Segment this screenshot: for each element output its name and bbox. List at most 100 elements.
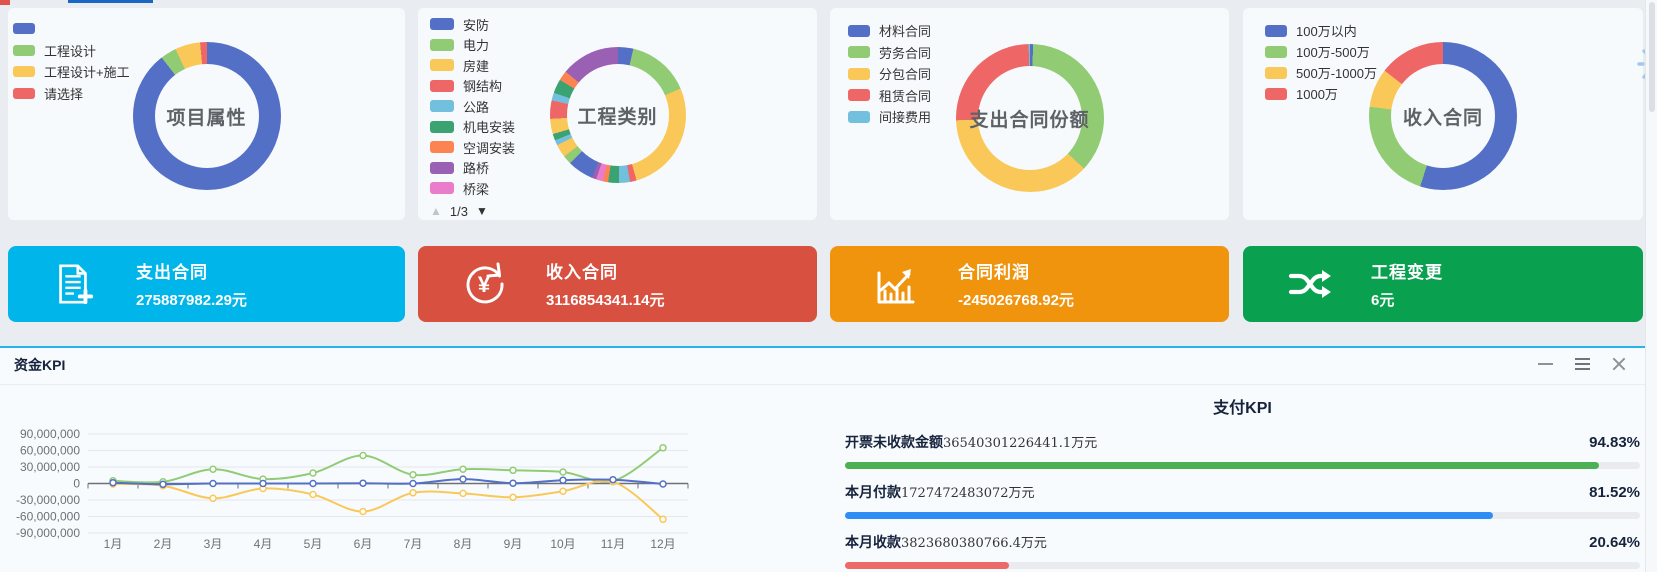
legend-swatch-icon (430, 18, 454, 31)
legend-item[interactable]: 分包合同 (848, 63, 931, 85)
payment-row-label: 本月付款 (845, 484, 901, 500)
y-axis-label: 90,000,000 (20, 427, 80, 441)
payment-row-label: 本月收款 (845, 534, 901, 550)
legend-item[interactable]: 机电安装 (430, 117, 515, 138)
payment-row-left: 开票未收款金额 36540301226441.1万元 (845, 432, 1097, 452)
data-point[interactable] (509, 466, 517, 475)
data-point[interactable] (309, 490, 317, 499)
donut-hole (154, 64, 259, 168)
legend-item[interactable]: 100万以内 (1265, 20, 1377, 41)
payment-row-percent: 94.83% (1589, 434, 1640, 451)
data-point[interactable] (409, 479, 417, 488)
legend-label: 桥梁 (463, 181, 490, 197)
legend-item[interactable]: 空调安装 (430, 137, 515, 158)
legend-swatch-icon (430, 38, 454, 51)
data-point[interactable] (559, 476, 567, 484)
menu-icon[interactable] (1575, 358, 1590, 370)
data-point[interactable] (659, 515, 667, 524)
data-point[interactable] (309, 469, 317, 477)
legend-item[interactable]: 间接费用 (848, 106, 931, 128)
series-green (112, 446, 664, 484)
data-point[interactable] (459, 475, 467, 483)
donut-card-3: 支出合同份额 材料合同 劳务合同 分包合同 租赁合同 间接费用 (830, 8, 1229, 220)
data-point[interactable] (359, 479, 367, 487)
kpi-card-1[interactable]: 支出合同 275887982.29元 (8, 246, 405, 322)
legend-item[interactable]: 房建 (430, 55, 515, 76)
legend-item[interactable]: 路桥 (430, 158, 515, 179)
y-axis-label: 60,000,000 (20, 444, 80, 458)
donut-legend: 材料合同 劳务合同 分包合同 租赁合同 间接费用 (848, 20, 931, 128)
data-point[interactable] (109, 478, 117, 487)
donut-ring[interactable]: 收入合同 (1369, 42, 1517, 190)
data-point[interactable] (659, 444, 667, 452)
scrollbar-thumb[interactable] (1649, 2, 1655, 112)
data-point[interactable] (209, 479, 217, 488)
y-axis-label: 0 (73, 477, 80, 491)
legend-item[interactable]: 劳务合同 (848, 42, 931, 64)
data-point[interactable] (409, 489, 417, 497)
fund-kpi-line-chart[interactable]: 90,000,000 60,000,000 30,000,000 0 -30,000,0… (0, 402, 760, 572)
donut-ring[interactable]: 工程类别 (549, 47, 686, 183)
data-point[interactable] (309, 479, 317, 488)
data-point[interactable] (559, 468, 567, 476)
y-axis-label: -90,000,000 (16, 526, 80, 540)
donut-card-1: 项目属性 工程设计工程设计+施工 请选择 (8, 8, 405, 220)
x-axis-label: 5月 (304, 537, 323, 551)
legend-page-down-icon[interactable]: ▼ (475, 204, 488, 218)
legend-item[interactable] (13, 18, 130, 40)
legend-swatch-icon (848, 24, 870, 37)
data-point[interactable] (459, 465, 467, 473)
donut-card-4: 收入合同 100万以内 100万-500万 500万-1000万 1000万 (1243, 8, 1643, 220)
legend-label: 1000万 (1296, 87, 1338, 102)
legend-item[interactable]: 钢结构 (430, 76, 515, 97)
legend-swatch-icon (848, 67, 870, 80)
vertical-scrollbar[interactable] (1645, 0, 1657, 572)
data-point[interactable] (259, 479, 267, 488)
data-point[interactable] (509, 493, 517, 502)
payment-kpi-row: 本月付款 1727472483072万元 81.52% (845, 482, 1640, 532)
donut-ring[interactable]: 支出合同份额 (955, 44, 1104, 192)
minimize-icon[interactable] (1538, 363, 1553, 365)
legend-page-up-icon[interactable]: ▲ (430, 204, 442, 218)
legend-item[interactable]: 500万-1000万 (1265, 62, 1377, 83)
data-point[interactable] (209, 465, 217, 473)
data-point[interactable] (209, 494, 217, 503)
legend-item[interactable]: 请选择 (13, 83, 130, 105)
kpi-card-2[interactable]: ¥ 收入合同 3116854341.14元 (418, 246, 817, 322)
y-axis-label: 30,000,000 (20, 460, 80, 474)
payment-row-value: 3823680380766.4万元 (901, 536, 1047, 551)
data-point[interactable] (159, 480, 167, 489)
legend-item[interactable]: 电力 (430, 35, 515, 56)
legend-swatch-icon (430, 141, 454, 154)
legend-label: 工程设计 (44, 43, 97, 59)
legend-item[interactable]: 材料合同 (848, 20, 931, 42)
data-point[interactable] (509, 479, 517, 487)
legend-item[interactable]: 工程设计+施工 (13, 61, 130, 83)
data-point[interactable] (359, 451, 367, 460)
legend-label: 房建 (463, 58, 490, 74)
x-axis-label: 2月 (154, 537, 173, 551)
legend-item[interactable]: 工程设计 (13, 40, 130, 62)
payment-row-label: 开票未收款金额 (845, 434, 943, 450)
legend-item[interactable]: 租赁合同 (848, 85, 931, 107)
data-point[interactable] (359, 507, 367, 516)
legend-item[interactable]: 1000万 (1265, 83, 1377, 104)
kpi-card-3[interactable]: 合同利润 -245026768.92元 (830, 246, 1229, 322)
legend-swatch-icon (430, 79, 454, 92)
legend-item[interactable]: 公路 (430, 96, 515, 117)
donut-ring[interactable]: 项目属性 (132, 42, 281, 190)
data-point[interactable] (609, 475, 617, 484)
data-point[interactable] (459, 489, 467, 498)
legend-item[interactable]: 100万-500万 (1265, 41, 1377, 62)
close-icon[interactable] (1612, 357, 1626, 371)
legend-item[interactable]: 桥梁 (430, 178, 515, 199)
svg-text:¥: ¥ (478, 272, 491, 297)
kpi-card-4[interactable]: 工程变更 6元 (1243, 246, 1643, 322)
legend-item[interactable]: 安防 (430, 14, 515, 35)
progress-bar-track (845, 512, 1640, 519)
data-point[interactable] (659, 480, 667, 488)
data-point[interactable] (559, 487, 567, 495)
x-axis-label: 11月 (601, 537, 625, 551)
legend-label: 机电安装 (463, 120, 516, 136)
data-point[interactable] (409, 470, 417, 479)
